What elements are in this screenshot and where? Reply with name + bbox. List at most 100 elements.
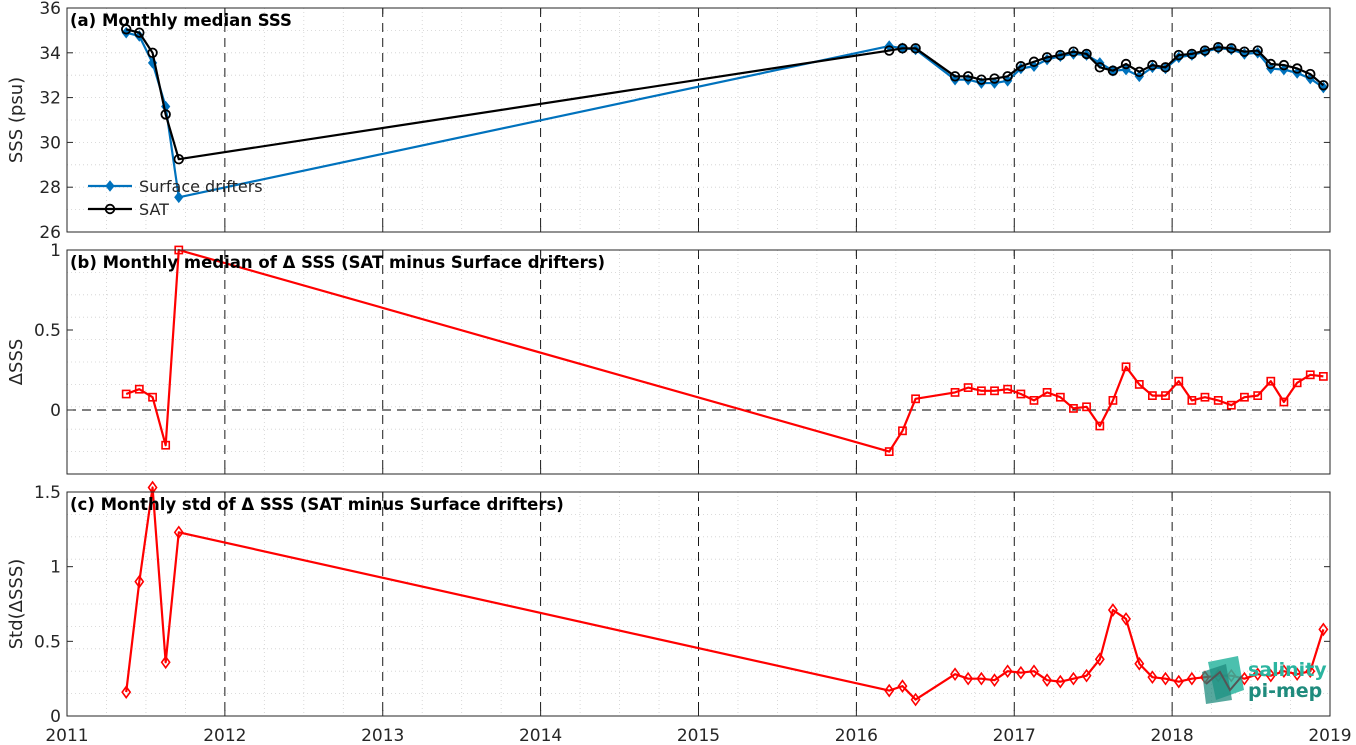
data-point [1068,46,1079,57]
panel-a: 26 28 30 32 34 36 SSS (psu) (a) Monthly median … [6,0,1331,243]
data-point [1186,671,1197,686]
data-point [147,480,158,495]
grid [67,492,1330,716]
logo-text-pi-mep: pi-mep [1248,680,1322,702]
data-point [1305,68,1316,80]
salinity-pi-mep-logo: salinity pi-mep [1202,656,1327,704]
x-tick-label: 2017 [993,726,1036,745]
data-point [989,673,1000,688]
data-point [1278,59,1290,71]
data-point [1107,603,1118,617]
data-point [1108,395,1118,405]
data-point [1318,80,1329,91]
data-point [1226,400,1236,410]
data-point [1226,43,1237,54]
panel-title: (b) Monthly median of Δ SSS (SAT minus S… [70,253,605,272]
data-point [173,525,184,540]
data-point [1095,421,1105,431]
data-point [1068,671,1079,686]
data-point [1094,652,1105,667]
data-point [1265,668,1276,683]
data-point [1029,395,1039,405]
data-point [1002,664,1013,679]
y-tick-label: 0 [50,707,61,727]
data-point [134,27,145,38]
y-tick-label: 32 [39,89,61,109]
data-point [1239,46,1250,57]
data-point [1028,56,1040,67]
data-point [147,47,158,59]
data-point [910,43,921,54]
series-sat [121,24,1329,165]
data-point [1094,62,1106,73]
data-point [1161,391,1170,400]
y-ticks: 00.51 [34,241,1331,474]
data-point [1002,71,1013,82]
y-tick-label: 36 [39,0,61,19]
series-line [125,248,1324,453]
data-point [911,394,920,404]
data-point [1174,376,1184,386]
data-point [963,671,974,686]
legend-marker [104,203,116,215]
data-point [1134,66,1145,78]
data-point [976,74,987,85]
data-point [963,383,973,392]
data-point [1279,397,1289,407]
x-tick-label: 2015 [677,726,720,745]
panel-title: (a) Monthly median SSS [70,11,292,30]
data-point [1147,670,1158,685]
legend-marker [105,180,115,192]
data-point [884,683,895,698]
y-tick-label: 0.5 [34,321,61,341]
x-tick-label: 2016 [835,726,878,745]
x-tick-label: 2014 [519,726,562,745]
data-point [1252,667,1263,682]
data-point [1252,45,1263,56]
x-tick-label: 2012 [203,726,246,745]
data-point [989,73,1000,84]
data-point [1041,52,1053,63]
data-point [160,109,171,120]
data-point [1016,389,1026,399]
data-point [1213,395,1223,405]
data-point [1318,371,1328,381]
x-tick-label: 2019 [1308,726,1351,745]
data-point [121,685,132,699]
data-point [897,43,908,54]
data-point [1082,402,1091,412]
series-line [125,486,1325,701]
data-point [121,24,132,35]
logo-mark-icon [1202,656,1244,704]
y-ticks: 26 28 30 32 34 36 [39,0,1331,243]
data-point [1160,62,1171,73]
data-point [1042,387,1052,397]
data-point [1121,362,1131,372]
data-point [1055,392,1065,402]
data-point [1081,48,1092,60]
data-point [134,30,144,42]
logo-text-salinity: salinity [1248,659,1327,681]
data-point [148,392,157,402]
data-point [950,387,960,397]
data-point [1305,370,1315,380]
data-point [160,655,171,670]
y-tick-label: 1 [50,558,61,578]
y-tick-label: 34 [39,44,61,64]
data-point [1160,671,1171,686]
data-point [1055,49,1066,61]
data-point [884,447,894,456]
data-point [134,574,145,589]
y-tick-label: 0 [50,401,61,421]
grid [67,250,1330,474]
data-point [1134,656,1145,671]
data-point [950,667,961,682]
data-point [1292,667,1303,682]
data-point [976,671,987,686]
data-point [1042,673,1053,688]
data-point [1173,674,1184,689]
x-tick-label: 2013 [361,726,404,745]
data-point [949,71,961,82]
data-point [898,426,907,436]
data-point [1134,379,1144,389]
